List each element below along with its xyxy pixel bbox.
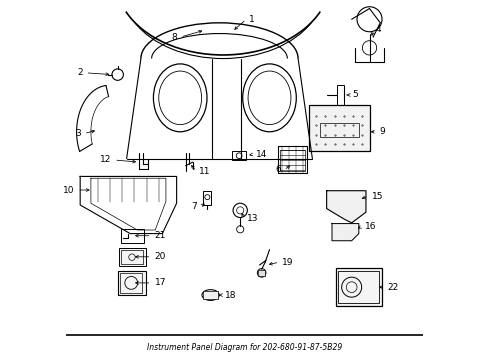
Bar bbox=[258, 270, 264, 276]
Text: Instrument Panel Diagram for 202-680-91-87-5B29: Instrument Panel Diagram for 202-680-91-… bbox=[146, 343, 342, 352]
Text: 3: 3 bbox=[75, 129, 81, 138]
Bar bbox=[278, 146, 306, 173]
Text: 19: 19 bbox=[282, 258, 293, 267]
Text: 17: 17 bbox=[154, 278, 165, 287]
Bar bbox=[319, 123, 358, 137]
Bar bbox=[119, 248, 145, 266]
Bar bbox=[203, 192, 211, 205]
Bar bbox=[337, 271, 378, 303]
Text: 21: 21 bbox=[154, 231, 165, 240]
Text: 5: 5 bbox=[352, 90, 358, 99]
Text: 10: 10 bbox=[63, 185, 74, 194]
Text: 20: 20 bbox=[154, 252, 165, 261]
Bar bbox=[121, 229, 144, 243]
Text: 18: 18 bbox=[225, 291, 236, 300]
Bar bbox=[280, 150, 305, 171]
Bar bbox=[203, 292, 217, 298]
Text: 13: 13 bbox=[247, 214, 258, 223]
Text: 14: 14 bbox=[256, 150, 267, 159]
Text: 6: 6 bbox=[275, 166, 281, 175]
Text: 2: 2 bbox=[77, 68, 82, 77]
Text: 8: 8 bbox=[171, 33, 177, 42]
Bar bbox=[118, 271, 145, 295]
Text: 1: 1 bbox=[248, 15, 254, 24]
Text: 7: 7 bbox=[191, 202, 197, 211]
Text: 4: 4 bbox=[375, 26, 381, 35]
Text: 15: 15 bbox=[371, 192, 383, 201]
Polygon shape bbox=[326, 191, 365, 223]
Text: 9: 9 bbox=[379, 127, 385, 136]
Bar bbox=[121, 250, 142, 264]
Text: 22: 22 bbox=[387, 283, 398, 292]
Bar bbox=[308, 105, 369, 152]
Bar bbox=[337, 85, 343, 105]
Text: 11: 11 bbox=[199, 167, 210, 176]
Bar bbox=[120, 273, 142, 293]
Bar bbox=[335, 268, 381, 306]
Text: 12: 12 bbox=[100, 156, 111, 165]
Text: 16: 16 bbox=[364, 222, 375, 231]
Polygon shape bbox=[331, 224, 358, 241]
Bar bbox=[231, 152, 246, 160]
